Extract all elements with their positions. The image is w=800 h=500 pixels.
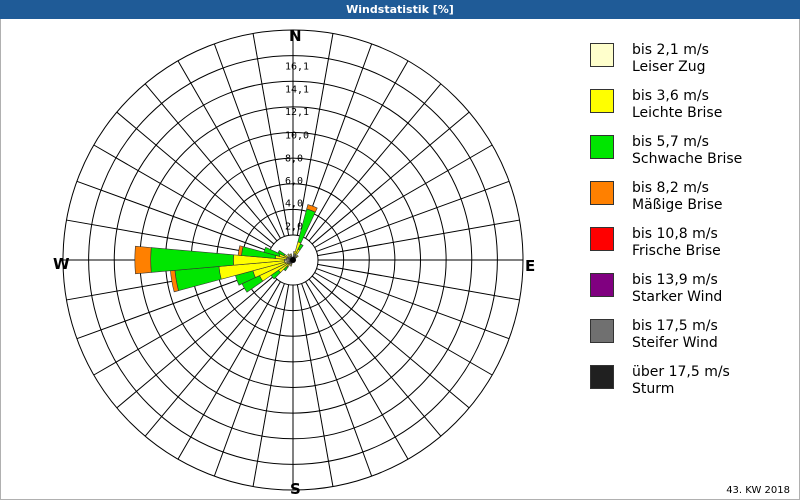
wind-sector-segment xyxy=(289,263,293,267)
wind-sector-segment xyxy=(134,245,152,275)
legend-swatch xyxy=(590,227,614,251)
legend-swatch xyxy=(590,135,614,159)
grid-spoke xyxy=(93,272,272,376)
legend-description: Leichte Brise xyxy=(632,105,723,121)
grid-spoke xyxy=(213,283,285,477)
legend-speed: bis 10,8 m/s xyxy=(632,226,718,242)
grid-spoke xyxy=(177,281,281,460)
grid-spoke xyxy=(296,284,334,487)
compass-west: W xyxy=(53,255,70,273)
wind-sector-segment xyxy=(237,245,244,256)
chart-title: Windstatistik [%] xyxy=(0,0,800,19)
grid-spoke xyxy=(305,60,409,239)
grid-spoke xyxy=(144,278,278,437)
legend-speed: bis 2,1 m/s xyxy=(632,42,709,58)
grid-spoke xyxy=(311,275,470,409)
ring-label: 2,0 xyxy=(285,221,303,232)
grid-spoke xyxy=(314,272,493,376)
grid-spoke xyxy=(144,83,278,242)
wind-sector-segment xyxy=(277,250,286,257)
legend-swatch xyxy=(590,181,614,205)
wind-sector-segment xyxy=(289,253,293,257)
grid-spoke xyxy=(316,268,510,340)
legend-speed: bis 13,9 m/s xyxy=(632,272,718,288)
legend-description: Steifer Wind xyxy=(632,335,718,351)
legend-speed: über 17,5 m/s xyxy=(632,364,730,380)
grid-spoke xyxy=(301,43,373,237)
legend-description: Starker Wind xyxy=(632,289,723,305)
grid-spoke xyxy=(252,33,290,236)
grid-spoke xyxy=(316,180,510,252)
legend-swatch xyxy=(590,273,614,297)
grid-spoke xyxy=(66,219,269,257)
grid-spoke xyxy=(252,284,290,487)
wind-sector-segment xyxy=(263,246,281,257)
wind-sector-segment xyxy=(295,255,299,259)
legend-speed: bis 17,5 m/s xyxy=(632,318,718,334)
grid-spoke xyxy=(305,281,409,460)
grid-spoke xyxy=(314,144,493,248)
compass-south: S xyxy=(290,480,301,498)
legend-description: Schwache Brise xyxy=(632,151,743,167)
legend-swatch xyxy=(590,365,614,389)
week-label: 43. KW 2018 xyxy=(726,485,790,496)
legend-speed: bis 8,2 m/s xyxy=(632,180,709,196)
wind-sector-segment xyxy=(306,204,318,213)
legend-description: Frische Brise xyxy=(632,243,721,259)
legend-swatch xyxy=(590,43,614,67)
ring-label: 16,1 xyxy=(285,62,309,73)
ring-label: 6,0 xyxy=(285,176,303,187)
ring-label: 10,0 xyxy=(285,131,309,142)
wind-sector-segment xyxy=(174,266,222,292)
grid-spoke xyxy=(317,219,520,257)
wind-sector-segment xyxy=(287,253,292,258)
legend-speed: bis 5,7 m/s xyxy=(632,134,709,150)
grid-spoke xyxy=(93,144,272,248)
ring-label: 8,0 xyxy=(285,153,303,164)
legend-description: Sturm xyxy=(632,381,675,397)
grid-spoke xyxy=(213,43,285,237)
legend-speed: bis 3,6 m/s xyxy=(632,88,709,104)
grid-spoke xyxy=(311,111,470,245)
wind-sector-segment xyxy=(297,243,304,251)
legend-description: Leiser Zug xyxy=(632,59,706,75)
grid-spoke xyxy=(308,278,442,437)
grid-spoke xyxy=(76,180,270,252)
center-point xyxy=(290,257,296,263)
compass-north: N xyxy=(289,27,302,45)
ring-label: 4,0 xyxy=(285,199,303,210)
grid-spoke xyxy=(317,263,520,301)
grid-spoke xyxy=(116,111,275,245)
grid-spoke xyxy=(301,283,373,477)
legend-swatch xyxy=(590,319,614,343)
grid-spoke xyxy=(177,60,281,239)
grid-spoke xyxy=(296,33,334,236)
ring-label: 12,1 xyxy=(285,107,309,118)
legend-swatch xyxy=(590,89,614,113)
legend-description: Mäßige Brise xyxy=(632,197,723,213)
grid-spoke xyxy=(116,275,275,409)
grid-spoke xyxy=(308,83,442,242)
compass-east: E xyxy=(525,257,536,275)
ring-label: 14,1 xyxy=(285,84,309,95)
